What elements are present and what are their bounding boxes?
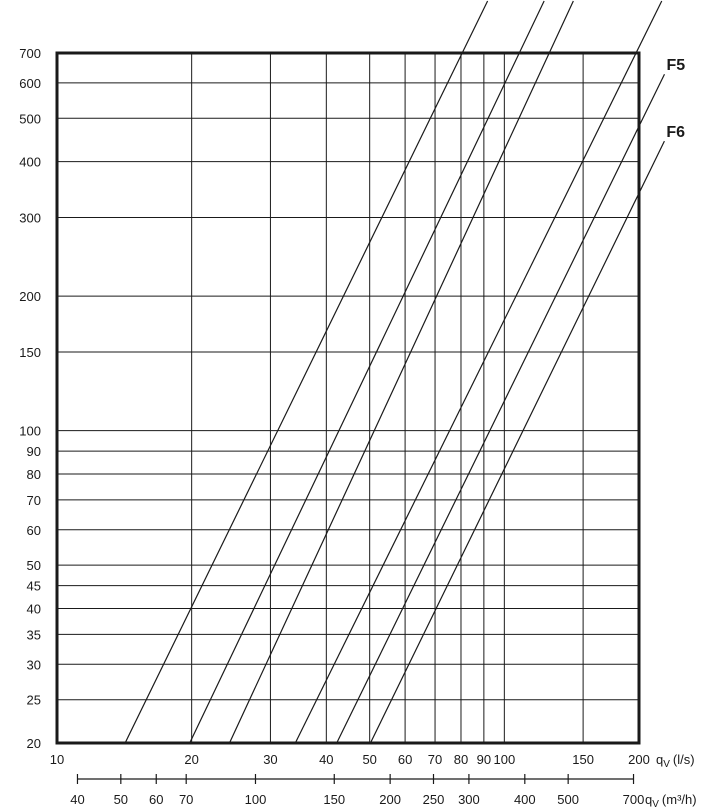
x-tick-label: 10: [50, 752, 64, 767]
x-tick-label: 200: [628, 752, 650, 767]
secondary-x-tick-label: 60: [149, 792, 163, 807]
x-axis-label-sub: V: [663, 759, 670, 770]
y-tick-label: 60: [27, 523, 41, 538]
y-tick-label: 20: [27, 736, 41, 751]
secondary-x-tick-label: 40: [70, 792, 84, 807]
series-line-f5: [336, 73, 666, 744]
y-tick-label: 50: [27, 558, 41, 573]
y-tick-label: 45: [27, 579, 41, 594]
secondary-x-tick-label: 150: [323, 792, 345, 807]
secondary-x-tick-label: 500: [557, 792, 579, 807]
x-axis-label: qV (l/s): [656, 752, 695, 770]
x-axis-label-q: q: [656, 752, 663, 767]
secondary-x-tick-label: 50: [114, 792, 128, 807]
y-tick-label: 300: [19, 210, 41, 225]
y-tick-label: 80: [27, 467, 41, 482]
series-line-f3: [228, 0, 574, 744]
secondary-x-axis-label-sub: V: [652, 799, 659, 809]
secondary-x-tick-label: 100: [245, 792, 267, 807]
x-axis-label-unit: (l/s): [673, 752, 695, 767]
x-tick-label: 80: [454, 752, 468, 767]
secondary-x-axis-label-q: q: [645, 792, 652, 807]
x-tick-label: 30: [263, 752, 277, 767]
y-tick-label: 700: [19, 46, 41, 61]
series-label-f2: F2: [546, 0, 565, 1]
secondary-x-tick-label: 250: [423, 792, 445, 807]
y-tick-label: 30: [27, 657, 41, 672]
y-tick-label: 70: [27, 493, 41, 508]
x-tick-label: 60: [398, 752, 412, 767]
series-line-f4: [294, 0, 663, 744]
series-labels: F1 F2 F3 F4 F5 F6: [490, 0, 686, 141]
x-tick-label: 50: [362, 752, 376, 767]
series-label-f3: F3: [575, 0, 594, 1]
y-tick-label: 40: [27, 601, 41, 616]
series-label-f6: F6: [666, 124, 685, 141]
secondary-x-axis: 40 50 60 70 100 150 200 250 300 400 500 700: [70, 774, 644, 807]
y-tick-label: 35: [27, 627, 41, 642]
secondary-x-axis-label-unit: (m³/h): [662, 792, 697, 807]
y-tick-label: 150: [19, 345, 41, 360]
y-tick-label: 90: [27, 444, 41, 459]
series-line-f6: [369, 140, 665, 744]
series-lines: [124, 0, 666, 744]
x-tick-label: 150: [572, 752, 594, 767]
y-tick-label: 200: [19, 289, 41, 304]
y-tick-label: 600: [19, 76, 41, 91]
x-tick-label: 70: [428, 752, 442, 767]
x-tick-label: 90: [477, 752, 491, 767]
series-label-f5: F5: [666, 57, 685, 74]
secondary-x-tick-label: 300: [458, 792, 480, 807]
y-tick-label: 500: [19, 111, 41, 126]
series-line-f2: [189, 0, 545, 744]
y-tick-label: 25: [27, 693, 41, 708]
grid: [57, 53, 639, 743]
x-tick-label: 40: [319, 752, 333, 767]
series-label-f1: F1: [490, 0, 509, 1]
secondary-x-tick-label: 70: [179, 792, 193, 807]
x-tick-label: 20: [184, 752, 198, 767]
x-tick-label: 100: [493, 752, 515, 767]
y-axis-tick-labels: 20 25 30 35 40 45 50 60 70 80 90 100 150 200 300 400 500…: [19, 46, 41, 751]
y-tick-label: 400: [19, 155, 41, 170]
secondary-x-tick-label: 400: [514, 792, 536, 807]
series-line-f1: [124, 0, 489, 744]
secondary-x-axis-label: qV (m³/h): [645, 792, 697, 809]
series-label-f4: F4: [664, 0, 683, 1]
secondary-x-tick-label: 700: [623, 792, 645, 807]
x-axis-tick-labels: 10 20 30 40 50 60 70 80 90 100 150 200: [50, 752, 650, 767]
secondary-x-tick-label: 200: [379, 792, 401, 807]
plot-frame: [55, 51, 641, 745]
y-tick-label: 100: [19, 424, 41, 439]
